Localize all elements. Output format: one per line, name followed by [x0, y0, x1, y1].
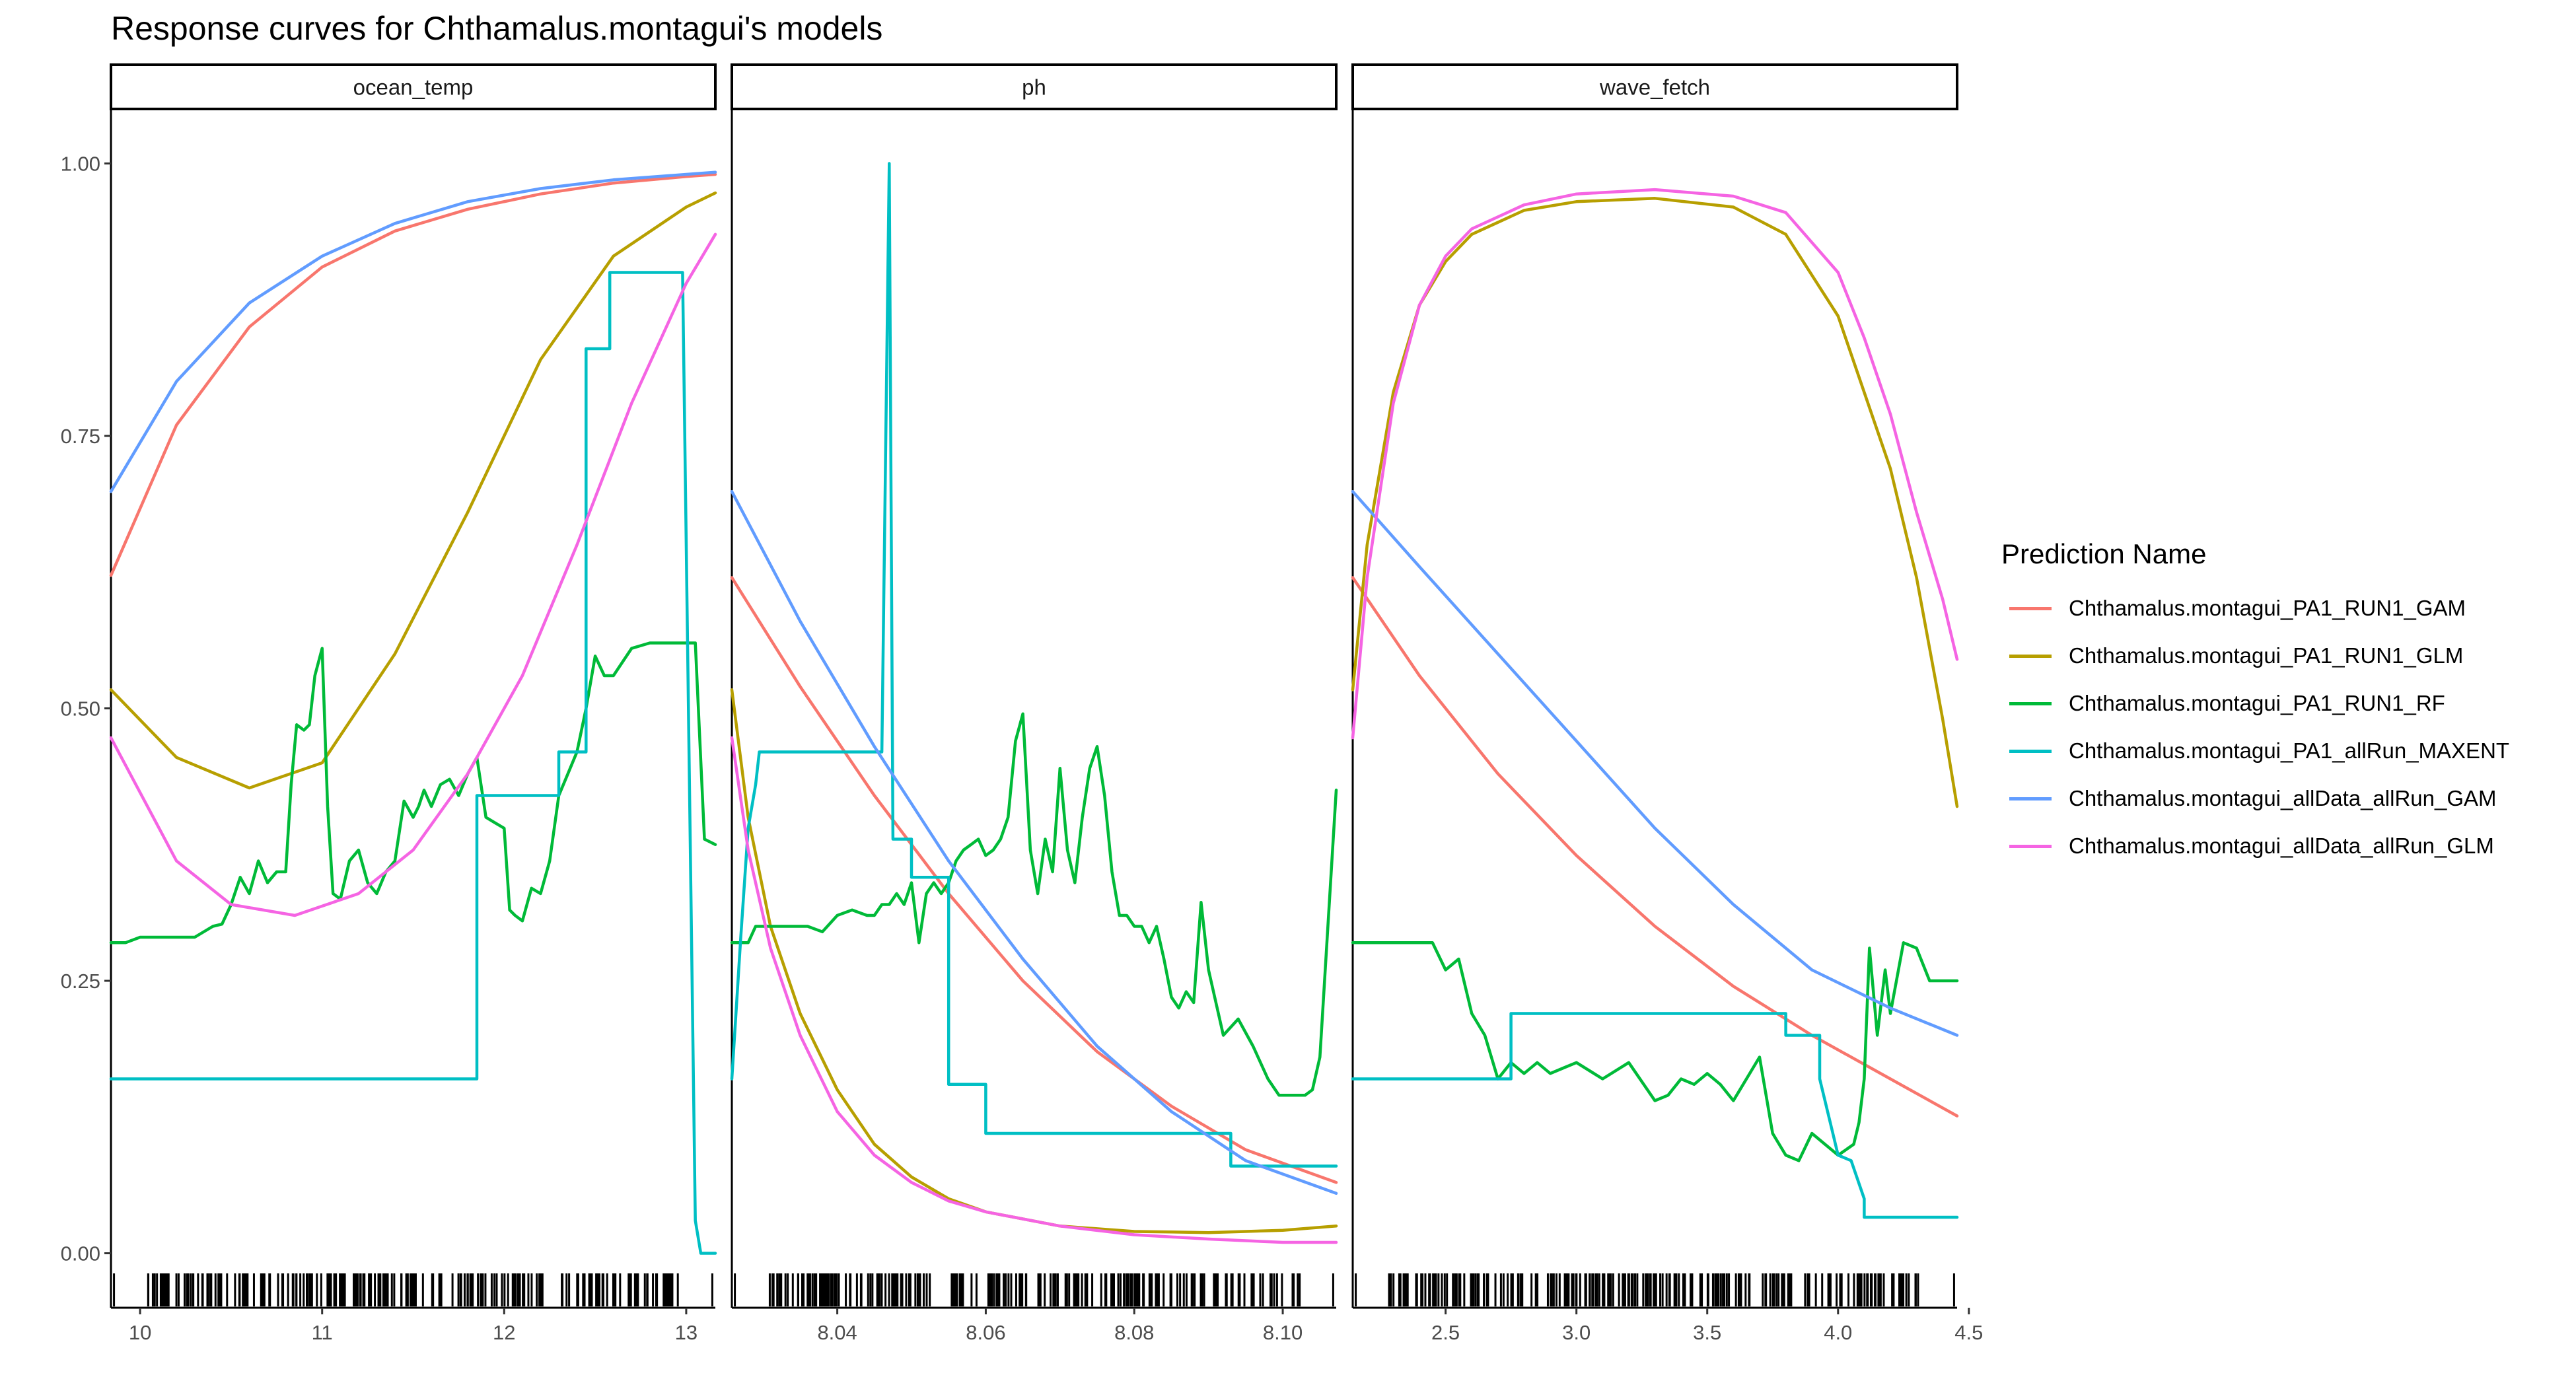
series-line	[1351, 1012, 1959, 1219]
legend-items: Chthamalus.montagui_PA1_RUN1_GAM Chthamal…	[2001, 585, 2509, 870]
legend-label: Chthamalus.montagui_PA1_RUN1_GLM	[2069, 643, 2464, 668]
x-tick-label: 3.0	[1562, 1321, 1591, 1344]
x-tick-label: 13	[675, 1321, 698, 1344]
legend-item: Chthamalus.montagui_PA1_RUN1_GAM	[2001, 585, 2509, 632]
legend-label: Chthamalus.montagui_PA1_RUN1_GAM	[2069, 596, 2466, 620]
strip-box	[1351, 63, 1958, 110]
strip-label: ph	[1022, 75, 1046, 100]
series-line	[109, 232, 717, 917]
x-tick-label: 4.5	[1954, 1321, 1983, 1344]
y-tick-label: 0.50	[61, 697, 100, 721]
panel-ph: ph 8.04 8.06 8.08 8.10	[730, 63, 1338, 1344]
series-line	[109, 271, 717, 1255]
x-tick-label: 12	[493, 1321, 515, 1344]
chart-title: Response curves for Chthamalus.montagui'…	[111, 10, 883, 47]
series-line	[109, 170, 717, 493]
y-tick-label: 1.00	[61, 153, 100, 176]
series-line	[109, 641, 717, 944]
legend-label: Chthamalus.montagui_allData_allRun_GAM	[2069, 786, 2497, 810]
legend-item: Chthamalus.montagui_allData_allRun_GLM	[2001, 822, 2509, 870]
series-line	[730, 162, 1338, 1168]
legend-key	[2009, 797, 2052, 800]
legend-label: Chthamalus.montagui_allData_allRun_GLM	[2069, 834, 2494, 858]
x-tick-label: 4.0	[1824, 1321, 1852, 1344]
legend-label: Chthamalus.montagui_PA1_RUN1_RF	[2069, 691, 2445, 715]
series-line	[1351, 941, 1959, 1162]
legend-key	[2009, 844, 2052, 848]
legend-label: Chthamalus.montagui_PA1_allRun_MAXENT	[2069, 738, 2510, 763]
legend-item: Chthamalus.montagui_PA1_RUN1_RF	[2001, 680, 2509, 727]
series-line	[109, 191, 717, 790]
y-tick-label: 0.00	[61, 1242, 100, 1265]
legend-key	[2009, 701, 2052, 705]
series-line	[1351, 489, 1959, 1037]
strip-box	[110, 63, 717, 110]
legend-item: Chthamalus.montagui_allData_allRun_GAM	[2001, 775, 2509, 822]
x-tick-label: 8.08	[1114, 1321, 1154, 1344]
x-tick-label: 8.06	[966, 1321, 1005, 1344]
legend-item: Chthamalus.montagui_PA1_allRun_MAXENT	[2001, 727, 2509, 775]
rug-marks	[1355, 1273, 1955, 1306]
series-line	[730, 489, 1338, 1195]
legend-title: Prediction Name	[2001, 538, 2207, 569]
x-tick-label: 10	[129, 1321, 151, 1344]
strip-box	[731, 63, 1338, 110]
rug-marks	[734, 1273, 1334, 1306]
y-tick-label: 0.75	[61, 425, 100, 448]
legend-key	[2009, 749, 2052, 753]
series-line	[1351, 197, 1959, 808]
x-tick-label: 8.10	[1263, 1321, 1303, 1344]
legend-key	[2009, 606, 2052, 610]
legend-key	[2009, 654, 2052, 658]
x-tick-label: 11	[312, 1321, 333, 1344]
legend-item: Chthamalus.montagui_PA1_RUN1_GLM	[2001, 632, 2509, 680]
panel-ocean_temp: ocean_temp 0.00 0.25 0.50 0.75 1.00 10 11 12 13	[61, 63, 717, 1344]
series-line	[1351, 188, 1959, 740]
x-tick-label: 3.5	[1693, 1321, 1721, 1344]
strip-label: ocean_temp	[353, 75, 474, 100]
legend: Prediction Name Chthamalus.montagui_PA1_…	[2001, 538, 2509, 870]
series-line	[730, 576, 1338, 1184]
rug-marks	[113, 1273, 713, 1306]
strip-label: wave_fetch	[1599, 75, 1710, 100]
series-line	[730, 712, 1338, 1097]
panel-wave_fetch: wave_fetch 2.5 3.0 3.5 4.0 4.5	[1351, 63, 1983, 1344]
series-line	[730, 736, 1338, 1244]
y-tick-label: 0.25	[61, 970, 100, 993]
x-tick-label: 8.04	[817, 1321, 857, 1344]
series-line	[730, 688, 1338, 1234]
series-line	[109, 172, 717, 577]
x-tick-label: 2.5	[1431, 1321, 1460, 1344]
